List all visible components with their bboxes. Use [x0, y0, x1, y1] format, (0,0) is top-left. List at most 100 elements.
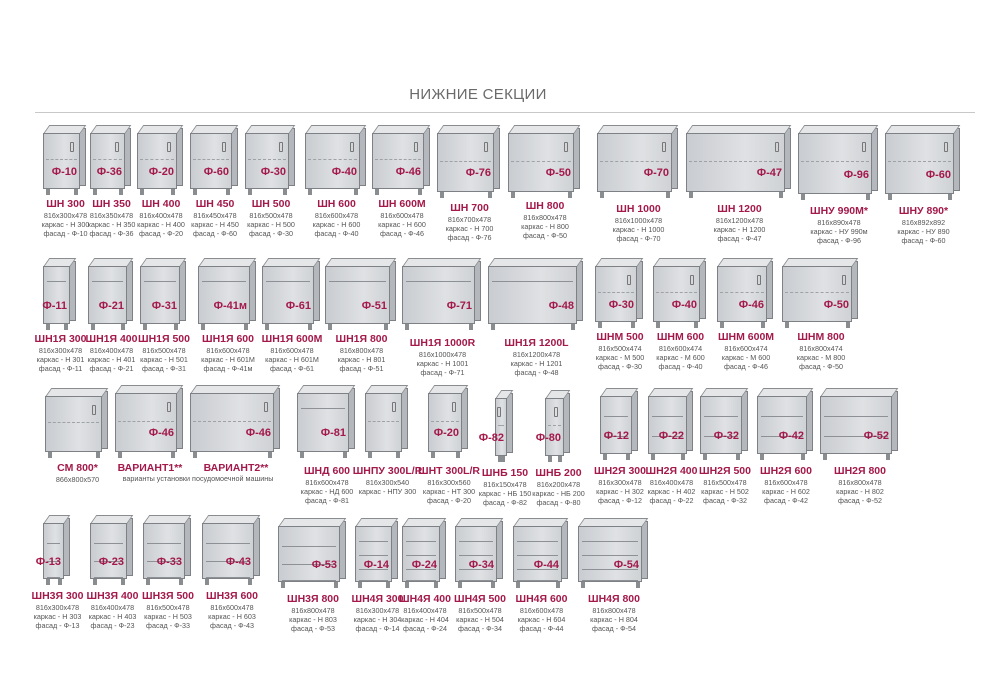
- cabinet-dimensions: 816x150x478: [483, 480, 527, 489]
- cabinet-drawing: Ф-71: [402, 258, 482, 330]
- cabinet-drawing: Ф-41м: [198, 258, 257, 330]
- cabinet-dimensions: 816x1200x478: [512, 350, 561, 359]
- drawer-line: [582, 555, 638, 556]
- cabinet-label: ШНМ 600М 816x600x474 каркас - М 600 фасад -…: [718, 331, 774, 371]
- cabinet-label: ШНД 600 816x600x478 каркас - НД 600 фасад -…: [301, 465, 354, 505]
- cabinet-foot: [96, 452, 100, 458]
- cabinet-foot: [74, 189, 78, 195]
- cabinet-foot: [888, 194, 892, 200]
- cabinet-front: [782, 266, 852, 322]
- cabinet-carcass: каркас - Н 604: [517, 615, 566, 624]
- facade-code-label: Ф-31: [151, 300, 177, 312]
- cabinet-carcass: каркас - Н 500: [247, 220, 295, 229]
- cabinet-front: [686, 133, 785, 192]
- cabinet-label: ШН3Я 400 816x400x478 каркас - Н 403 фасад -…: [87, 590, 139, 630]
- cabinet-foot: [201, 324, 205, 330]
- facade-code-label: Ф-76: [465, 167, 491, 179]
- shelf-line: [118, 421, 174, 422]
- cabinet-label: ШН1Я 300 816x300x478 каркас - Н 301 фасад -…: [35, 333, 87, 373]
- drawer-line: [92, 281, 123, 282]
- cabinet-label: ШНБ 150 816x150x478 каркас - НБ 150 фасад -…: [479, 467, 531, 507]
- cabinet-foot: [171, 189, 175, 195]
- cabinet-label: ШН 350 816x350x478 каркас - Н 350 фасад - Ф…: [88, 198, 136, 238]
- cabinet-facade: фасад - Ф-20: [139, 229, 183, 238]
- cabinet-front: [545, 398, 564, 456]
- cabinet-side: [496, 521, 503, 579]
- title-divider: [35, 112, 975, 113]
- cabinet-carcass: каркас - Н 800: [521, 222, 569, 231]
- cabinet-side: [439, 521, 446, 579]
- cabinet-label: ВАРИАНТ1**: [118, 462, 183, 475]
- facade-code-label: Ф-46: [148, 427, 174, 439]
- facade-code-label: Ф-81: [320, 427, 346, 439]
- cabinet-carcass: каркас - НБ 200: [532, 489, 585, 498]
- shelf-line: [801, 161, 869, 162]
- facade-code-label: Ф-21: [98, 300, 124, 312]
- cabinet-label: ШНБ 200 816x200x478 каркас - НБ 200 фасад -…: [532, 467, 584, 507]
- cabinet-name: ШН 350: [92, 198, 131, 210]
- facade-code-label: Ф-52: [863, 430, 889, 442]
- cabinet-foot: [736, 454, 740, 460]
- cabinet-facade: фасад - Ф-30: [598, 362, 642, 371]
- cabinet-name: ШН4Я 500: [454, 593, 506, 605]
- door-handle: [92, 405, 96, 415]
- cabinet-dimensions: 816x600x474: [724, 344, 768, 353]
- cabinet-side: [686, 391, 693, 451]
- cabinet-label: ШН 600 816x600x478 каркас - Н 600 фасад - Ф…: [313, 198, 361, 238]
- cabinet-foot: [48, 452, 52, 458]
- door-handle: [264, 402, 268, 412]
- cabinet-side: [184, 518, 191, 576]
- cabinet-facade: фасад - Ф-34: [458, 624, 502, 633]
- drawer-line: [761, 416, 803, 417]
- cabinet-foot: [405, 582, 409, 588]
- cabinet-label: ШН 400 816x400x478 каркас - Н 400 фасад - Ф…: [137, 198, 185, 238]
- cabinet-front: [137, 133, 177, 189]
- cabinet-name: ШН3Я 400: [86, 590, 139, 602]
- cabinet-dimensions: 816x500x478: [249, 211, 293, 220]
- cabinet-drawing: Ф-14: [355, 518, 399, 588]
- cabinet-facade: фасад - Ф-60: [901, 236, 946, 245]
- cabinet-drawing: Ф-40: [653, 258, 707, 328]
- cabinet-dimensions: 816x300x478: [598, 478, 642, 487]
- cabinet-side: [573, 128, 580, 189]
- facade-code-label: Ф-40: [671, 299, 697, 311]
- cabinet-carcass: каркас - Н 300: [41, 220, 90, 229]
- cabinet-carcass: каркас - Н 404: [401, 615, 449, 624]
- cabinet-carcass: каркас - Н 400: [137, 220, 185, 229]
- facade-code-label: Ф-12: [603, 430, 629, 442]
- cabinet-label: ШН2Я 800 816x800x478 каркас - Н 802 фасад -…: [834, 465, 886, 505]
- facade-code-label: Ф-30: [608, 299, 634, 311]
- drawer-line: [517, 580, 558, 581]
- cabinet-foot: [600, 192, 604, 198]
- cabinet-front: [820, 396, 892, 454]
- cabinet-dimensions: 816x500x478: [458, 606, 502, 615]
- drawer-line: [492, 281, 573, 282]
- cabinet-name: ШНУ 890*: [898, 205, 949, 217]
- cabinet-drawing: Ф-23: [90, 515, 134, 585]
- cabinet-dimensions: 816x600x478: [210, 603, 254, 612]
- cabinet-foot: [469, 324, 473, 330]
- cabinet-front: [115, 393, 177, 452]
- cabinet-name: ШН1Я 400: [85, 333, 138, 345]
- facade-code-label: Ф-36: [96, 166, 122, 178]
- facade-code-label: Ф-34: [468, 559, 494, 571]
- cabinet-foot: [146, 579, 150, 585]
- cabinet-label: ШН4Я 500 816x500x478 каркас - Н 504 фасад -…: [454, 593, 506, 633]
- door-handle: [690, 275, 694, 285]
- cabinet-drawing: Ф-24: [402, 518, 447, 588]
- cabinet-facade: фасад - Ф-24: [403, 624, 447, 633]
- cabinet-dimensions: 816x800x478: [592, 606, 636, 615]
- facade-code-label: Ф-48: [548, 300, 574, 312]
- cabinet-side: [389, 261, 396, 321]
- cabinet-front: [757, 396, 807, 454]
- drawer-line: [459, 569, 493, 570]
- cabinet-dimensions: 816x200x478: [536, 480, 581, 489]
- cabinet-foot: [358, 582, 362, 588]
- cabinet-facade: фасад - Ф-50: [799, 362, 843, 371]
- cabinet-front: [198, 266, 250, 324]
- cabinet-drawing: Ф-21: [88, 258, 134, 330]
- cabinet-dimensions: 816x300x478: [43, 211, 88, 220]
- cabinet-facade: фасад - Ф-21: [89, 364, 134, 373]
- cabinet-side: [124, 128, 131, 186]
- door-handle: [627, 275, 631, 285]
